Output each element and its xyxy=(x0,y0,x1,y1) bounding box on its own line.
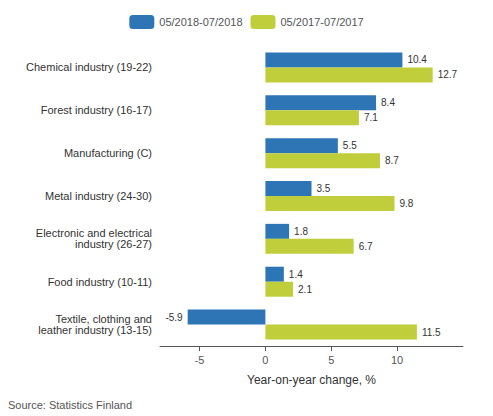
svg-text:-5: -5 xyxy=(195,354,205,366)
svg-text:Electronic and electrical: Electronic and electrical xyxy=(35,227,152,240)
svg-text:Textile, clothing and: Textile, clothing and xyxy=(55,313,152,326)
svg-text:Metal industry (24-30): Metal industry (24-30) xyxy=(45,190,152,202)
svg-text:1.8: 1.8 xyxy=(294,226,308,237)
svg-text:8.4: 8.4 xyxy=(381,97,395,108)
svg-text:Chemical industry (19-22): Chemical industry (19-22) xyxy=(26,61,152,73)
svg-text:Source: Statistics Finland: Source: Statistics Finland xyxy=(8,399,132,411)
svg-text:3.5: 3.5 xyxy=(317,183,331,194)
svg-text:11.5: 11.5 xyxy=(422,327,441,338)
svg-text:Food industry (10-11): Food industry (10-11) xyxy=(48,276,152,288)
svg-text:10.4: 10.4 xyxy=(407,54,427,65)
svg-text:8.7: 8.7 xyxy=(385,155,399,166)
svg-text:Forest industry (16-17): Forest industry (16-17) xyxy=(41,104,152,116)
svg-text:9.8: 9.8 xyxy=(399,198,413,209)
svg-text:5.5: 5.5 xyxy=(343,140,357,151)
svg-text:05/2017-07/2017: 05/2017-07/2017 xyxy=(281,16,364,28)
svg-text:6.7: 6.7 xyxy=(359,241,373,252)
svg-text:05/2018-07/2018: 05/2018-07/2018 xyxy=(159,16,242,28)
svg-text:industry (26-27): industry (26-27) xyxy=(75,238,152,250)
svg-text:12.7: 12.7 xyxy=(438,69,458,80)
svg-text:5: 5 xyxy=(328,354,334,366)
svg-text:Manufacturing (C): Manufacturing (C) xyxy=(64,147,152,159)
svg-text:1.4: 1.4 xyxy=(289,269,303,280)
svg-text:10: 10 xyxy=(391,354,403,366)
svg-text:7.1: 7.1 xyxy=(364,112,378,123)
svg-text:-5.9: -5.9 xyxy=(165,312,183,323)
svg-text:Year-on-year change, %: Year-on-year change, % xyxy=(247,373,376,387)
svg-text:0: 0 xyxy=(262,354,268,366)
svg-text:2.1: 2.1 xyxy=(298,284,312,295)
svg-text:leather industry (13-15): leather industry (13-15) xyxy=(38,324,152,336)
